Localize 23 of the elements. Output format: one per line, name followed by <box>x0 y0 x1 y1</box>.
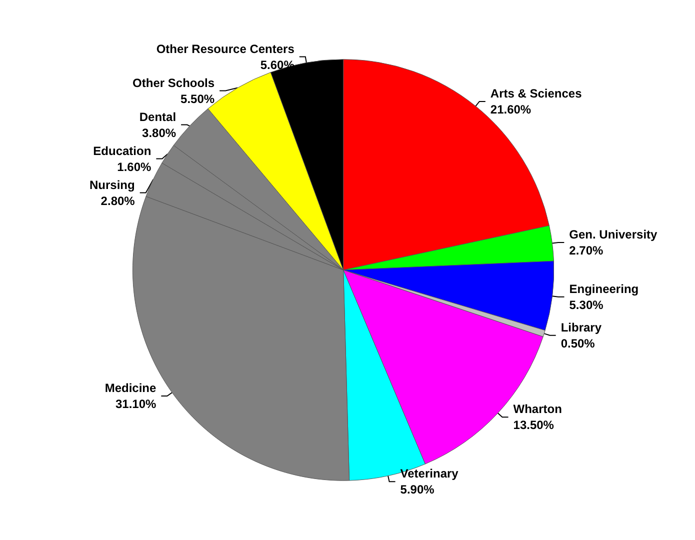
data-label: 1.60% <box>117 160 152 174</box>
data-label: 31.10% <box>115 397 157 412</box>
data-label: 5.50% <box>180 92 215 106</box>
slice-label: Gen. University <box>569 227 658 242</box>
slice-label: Medicine <box>104 381 156 396</box>
data-label: 5.90% <box>400 482 435 497</box>
data-label: 21.60% <box>490 102 532 116</box>
data-label: 0.50% <box>560 336 596 350</box>
slice-label: Arts & Sciences <box>490 86 582 100</box>
data-label: 5.30% <box>569 298 604 312</box>
slice-label: Other Schools <box>132 76 215 90</box>
data-label: 2.70% <box>569 243 604 258</box>
slice-label: Engineering <box>569 282 639 296</box>
slice-label: Dental <box>139 110 176 124</box>
slice-label: Veterinary <box>400 466 459 481</box>
slice-label: Library <box>560 320 602 334</box>
slice-label: Nursing <box>90 178 135 192</box>
data-label: 2.80% <box>100 194 136 208</box>
slice-label: Education <box>93 144 152 158</box>
slice-label: Other Resource Centers <box>156 42 295 56</box>
data-label: 13.50% <box>513 418 554 432</box>
data-label: 3.80% <box>142 126 176 140</box>
slice-label: Wharton <box>513 402 562 416</box>
